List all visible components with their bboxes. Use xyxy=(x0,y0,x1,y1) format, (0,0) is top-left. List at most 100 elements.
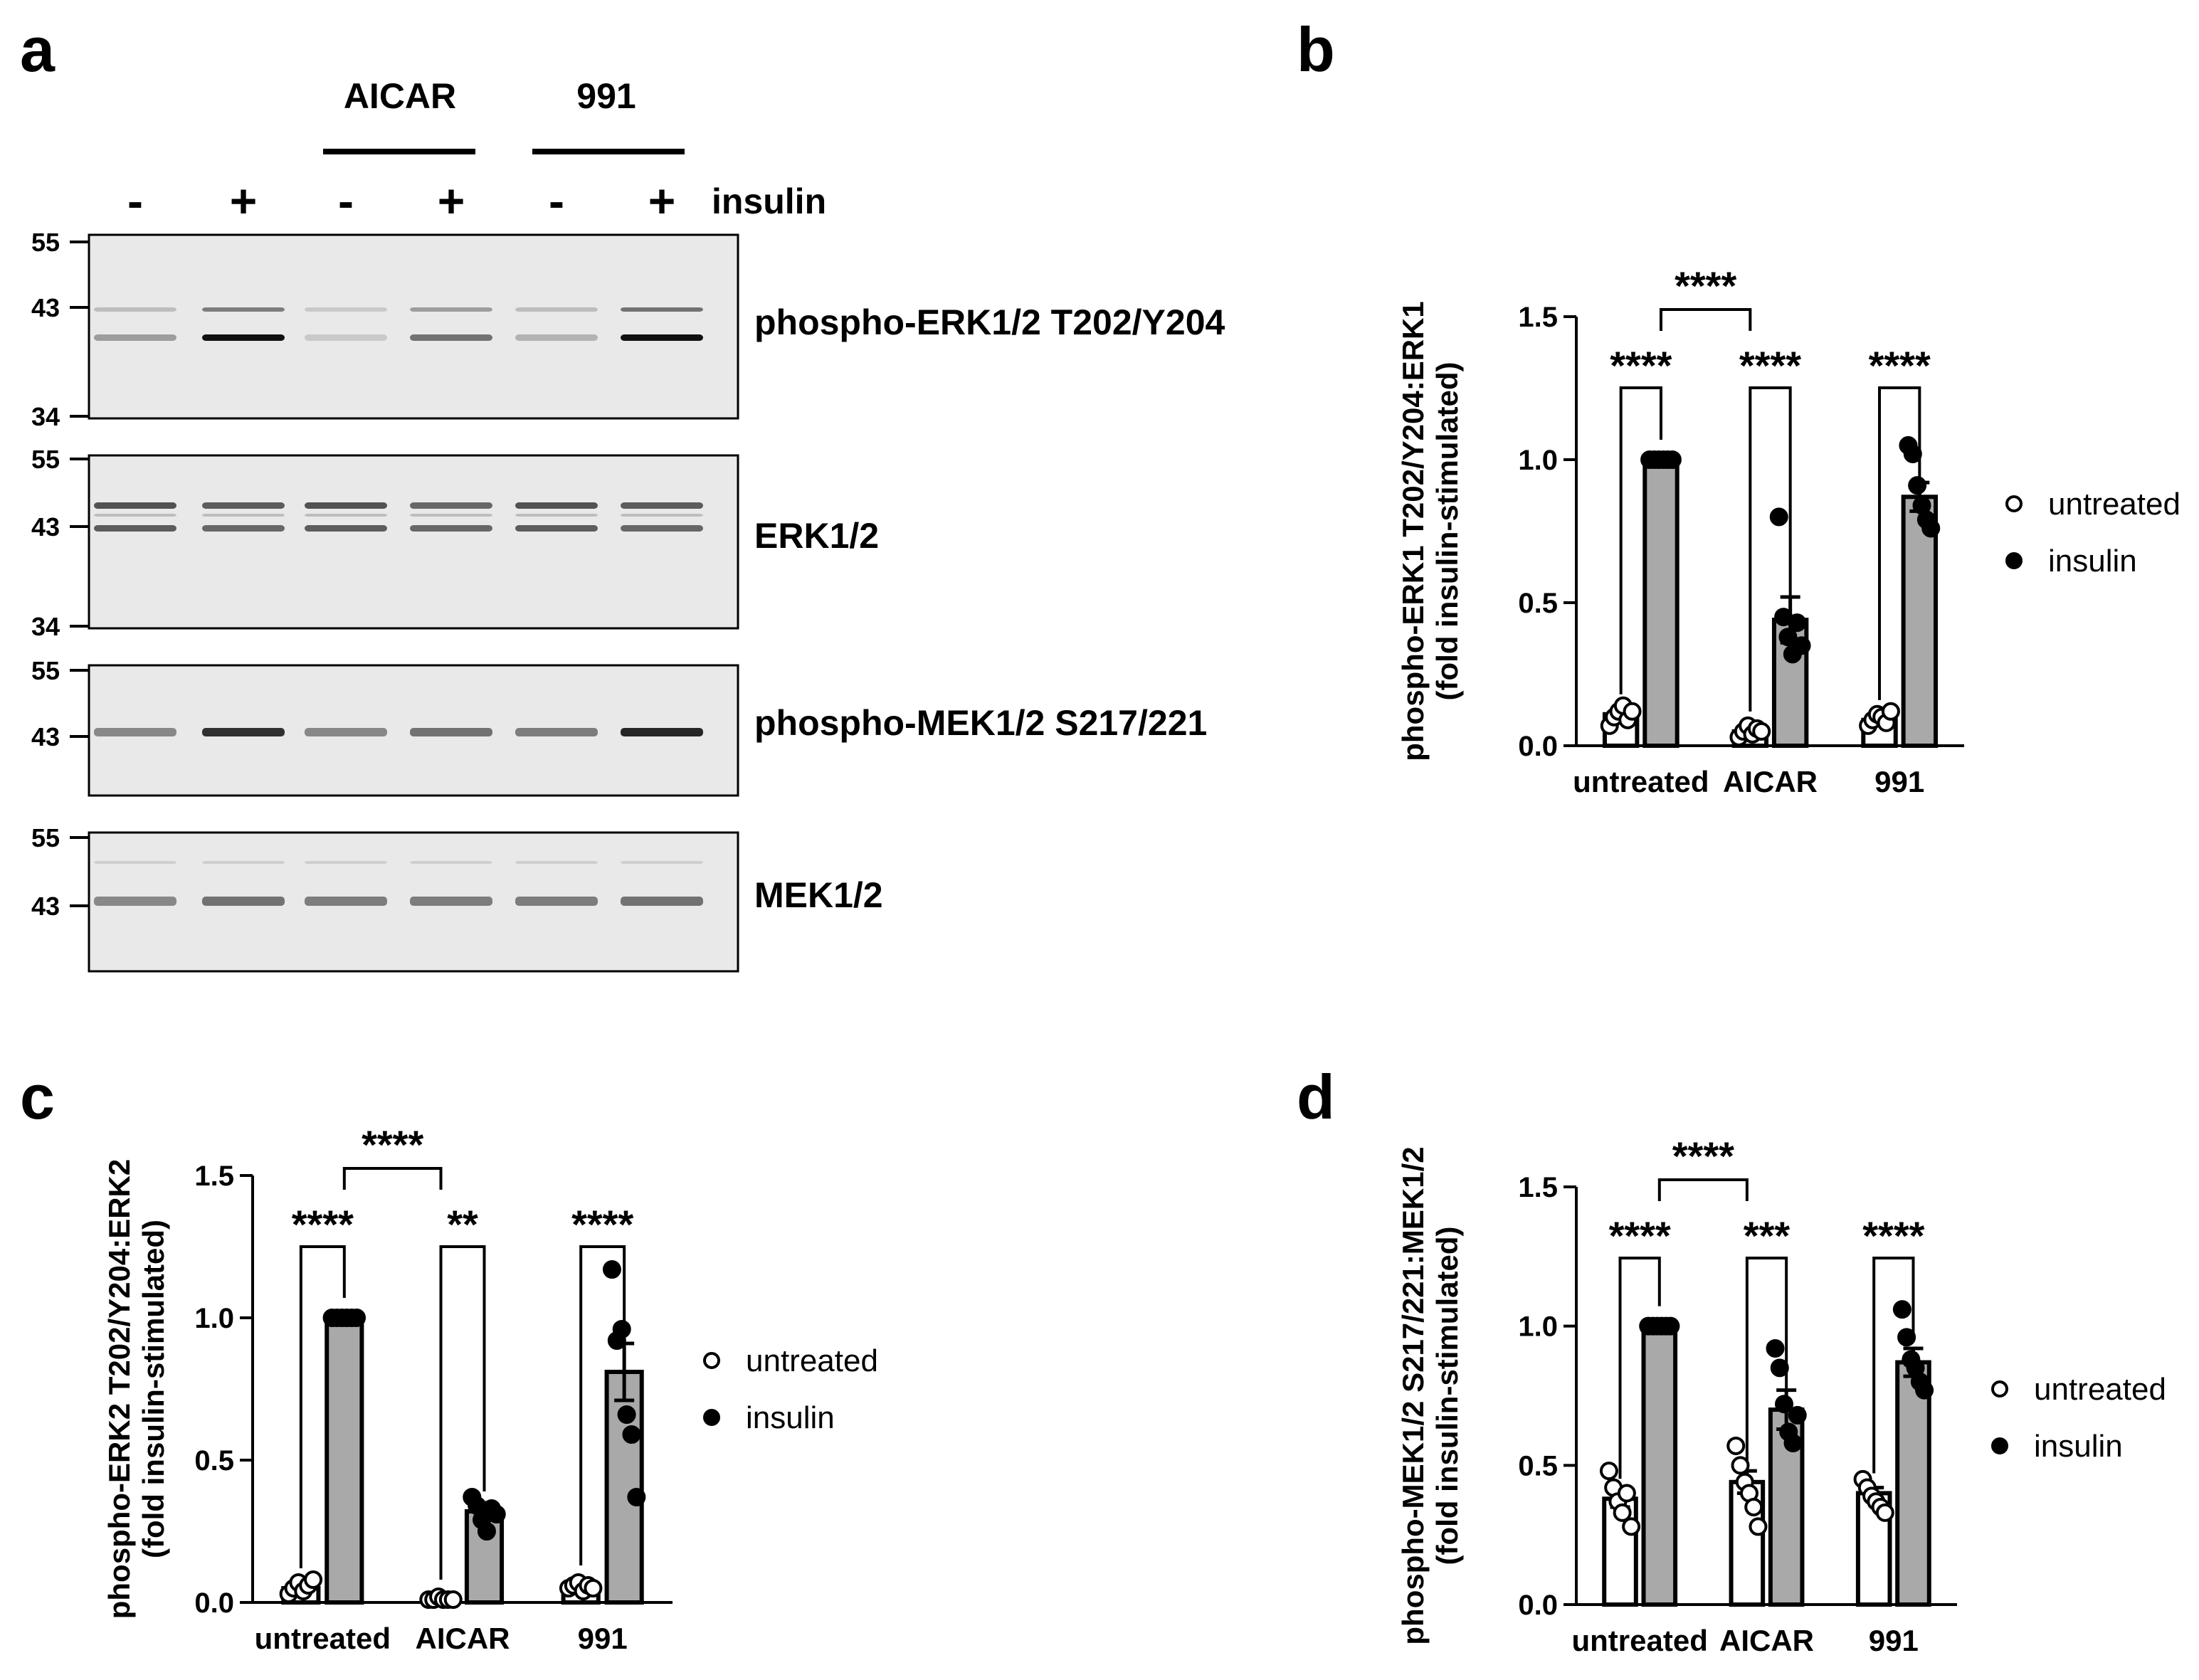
band-1-lane-4 xyxy=(515,525,598,532)
band-0-lane-0 xyxy=(94,334,176,341)
legend-marker-insulin xyxy=(2005,552,2023,569)
data-point-insulin-AICAR xyxy=(1778,628,1798,647)
data-point-insulin-991 xyxy=(627,1488,646,1506)
marker-label: 55 xyxy=(31,445,60,474)
band-1-lane-5 xyxy=(621,307,703,312)
data-point-untreated-untreated xyxy=(1599,1462,1618,1481)
band-0-lane-5 xyxy=(621,897,703,906)
x-tick-label: AICAR xyxy=(416,1622,510,1655)
insulin-sign-3: + xyxy=(438,174,465,227)
band-2-lane-2 xyxy=(305,514,387,517)
data-point-untreated-untreated xyxy=(1622,1517,1641,1536)
data-point-insulin-991 xyxy=(1908,476,1927,495)
band-1-lane-0 xyxy=(94,525,176,532)
data-point-insulin-untreated xyxy=(1661,1316,1680,1336)
y-tick-label: 0.0 xyxy=(1518,1590,1558,1621)
band-1-lane-2 xyxy=(305,861,387,864)
significance-stars: *** xyxy=(1744,1213,1791,1258)
blot-label: phospho-MEK1/2 S217/221 xyxy=(754,703,1207,743)
significance-stars: **** xyxy=(1869,343,1931,388)
band-0-lane-2 xyxy=(305,334,387,341)
bar-insulin-991 xyxy=(1901,495,1939,748)
band-1-lane-2 xyxy=(305,307,387,312)
blot-0: 55 43 34 phospho-ERK1/2 T202/Y204 xyxy=(31,228,1225,431)
data-point-insulin-AICAR xyxy=(1769,507,1788,527)
band-0-lane-3 xyxy=(410,334,492,341)
data-point-untreated-AICAR xyxy=(1726,1436,1746,1455)
insulin-sign-2: - xyxy=(338,174,354,227)
data-point-untreated-AICAR xyxy=(1749,1517,1768,1536)
data-point-insulin-AICAR xyxy=(1788,613,1807,633)
band-0-lane-2 xyxy=(305,728,387,736)
legend-label-insulin: insulin xyxy=(2048,544,2137,579)
data-point-untreated-AICAR xyxy=(1752,722,1771,741)
legend-marker-insulin xyxy=(1991,1437,2008,1454)
bar-insulin-untreated xyxy=(1641,1324,1678,1607)
blot-frame xyxy=(88,233,739,420)
data-point-insulin-991 xyxy=(1892,1300,1911,1319)
band-1-lane-0 xyxy=(94,861,176,864)
marker-label: 55 xyxy=(31,823,60,852)
legend-label-insulin: insulin xyxy=(746,1400,835,1435)
band-1-lane-5 xyxy=(621,525,703,532)
panel-letter-b: b xyxy=(1297,14,1335,85)
data-point-untreated-untreated xyxy=(304,1570,323,1589)
data-point-untreated-AICAR xyxy=(443,1590,463,1609)
band-0-lane-3 xyxy=(410,728,492,736)
data-point-untreated-991 xyxy=(1881,702,1900,721)
band-0-lane-1 xyxy=(202,334,285,341)
band-0-lane-1 xyxy=(202,728,285,736)
data-point-insulin-AICAR xyxy=(1792,636,1811,655)
y-axis-label: phospho-ERK1 T202/Y204:ERK1 xyxy=(1396,301,1430,761)
data-point-insulin-991 xyxy=(612,1320,631,1338)
blot-label: MEK1/2 xyxy=(754,875,883,915)
x-tick-label: 991 xyxy=(578,1622,628,1655)
insulin-sign-0: - xyxy=(127,174,143,227)
significance-bracket-between xyxy=(342,1167,443,1190)
legend-label-untreated: untreated xyxy=(2048,487,2180,522)
y-tick-label: 1.0 xyxy=(194,1303,234,1334)
data-point-insulin-AICAR xyxy=(487,1505,506,1523)
band-1-lane-3 xyxy=(410,307,492,312)
band-0-lane-0 xyxy=(94,728,176,736)
significance-bracket xyxy=(1872,1257,1915,1474)
y-tick-label: 0.0 xyxy=(1518,731,1558,762)
data-point-insulin-AICAR xyxy=(1783,1434,1803,1453)
y-tick-label: 0.5 xyxy=(1518,1450,1558,1481)
significance-stars: ** xyxy=(447,1202,478,1247)
marker-label: 55 xyxy=(31,656,60,685)
band-1-lane-4 xyxy=(515,861,598,864)
marker-label: 34 xyxy=(31,402,60,431)
data-point-untreated-AICAR xyxy=(1731,1456,1750,1475)
marker-label: 34 xyxy=(31,612,60,641)
y-tick-label: 1.0 xyxy=(1518,1311,1558,1343)
y-tick-label: 0.0 xyxy=(194,1587,234,1619)
band-0-lane-4 xyxy=(515,728,598,736)
band-0-lane-5 xyxy=(621,334,703,341)
significance-stars: **** xyxy=(1610,343,1672,388)
significance-bracket xyxy=(1878,386,1921,700)
x-tick-label: AICAR xyxy=(1719,1624,1814,1657)
data-point-insulin-AICAR xyxy=(1766,1338,1785,1358)
band-2-lane-3 xyxy=(410,514,492,517)
panel-letter-c: c xyxy=(20,1062,55,1132)
significance-stars: **** xyxy=(292,1202,354,1247)
marker-label: 43 xyxy=(31,892,60,921)
significance-stars: **** xyxy=(1739,343,1801,388)
band-0-lane-3 xyxy=(410,897,492,906)
y-axis-label: phospho-MEK1/2 S217/221:MEK1/2 xyxy=(1396,1146,1430,1644)
x-tick-label: untreated xyxy=(1573,765,1709,798)
legend-label-insulin: insulin xyxy=(2034,1429,2123,1464)
significance-stars: **** xyxy=(362,1122,423,1167)
chart-d: 0.0 0.5 1.0 1.5 phospho-MEK1/2 S217/221:MEK1… xyxy=(1396,1134,2166,1657)
data-point-insulin-untreated xyxy=(1662,450,1682,469)
aicar-group-header: AICAR xyxy=(344,76,456,116)
band-0-lane-4 xyxy=(515,334,598,341)
band-0-lane-1 xyxy=(202,502,285,509)
significance-bracket xyxy=(1745,1257,1788,1462)
band-1-lane-1 xyxy=(202,525,285,532)
band-0-lane-1 xyxy=(202,897,285,906)
western-blot-panel: AICAR 991 - + - + - + insulin 55 43 34 phospho-E… xyxy=(31,76,1225,973)
y-tick-label: 1.5 xyxy=(1518,302,1558,333)
